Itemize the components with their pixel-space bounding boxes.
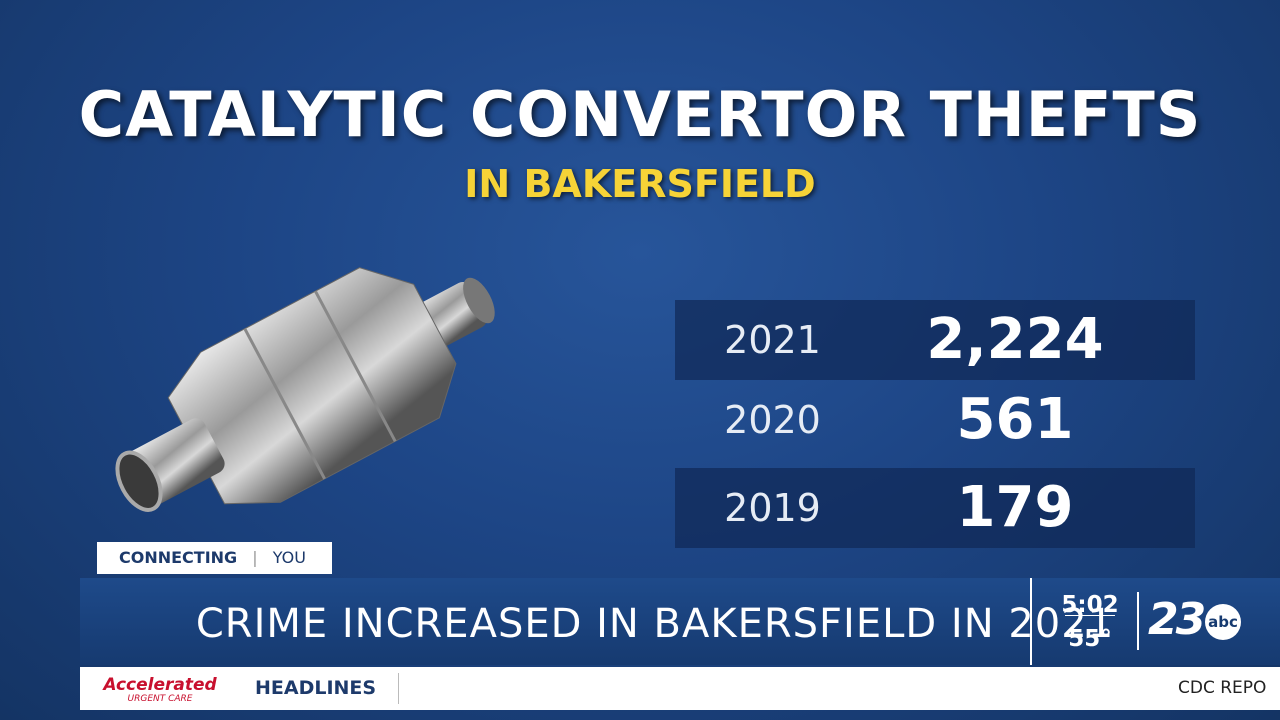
table-row: 2020 561 bbox=[675, 380, 1195, 460]
ticker: Accelerated URGENT CARE HEADLINES CDC RE… bbox=[80, 667, 1280, 710]
graphic-subtitle: IN BAKERSFIELD bbox=[464, 162, 816, 206]
tag-box: CONNECTING | YOU bbox=[97, 542, 332, 574]
sponsor: Accelerated bbox=[103, 675, 217, 695]
headline: CRIME INCREASED IN BAKERSFIELD IN 2021 bbox=[195, 601, 1115, 647]
temperature: 55° bbox=[1068, 626, 1112, 652]
divider: | bbox=[252, 548, 258, 567]
network-logo: abc bbox=[1205, 604, 1241, 640]
converter-illustration bbox=[115, 267, 495, 512]
count-cell: 179 bbox=[956, 475, 1074, 540]
section: HEADLINES bbox=[255, 677, 377, 699]
ticker-text: CDC REPO bbox=[1178, 678, 1267, 698]
table-row: 2019 179 bbox=[675, 468, 1195, 548]
lower-third: CRIME INCREASED IN BAKERSFIELD IN 2021 5… bbox=[80, 578, 1280, 665]
divider bbox=[398, 673, 399, 704]
tag: CONNECTING bbox=[119, 548, 238, 567]
tag2: YOU bbox=[272, 548, 306, 567]
year-cell: 2019 bbox=[724, 486, 821, 530]
count-cell: 2,224 bbox=[926, 307, 1104, 372]
station-logo: 23 bbox=[1148, 594, 1206, 645]
count-cell: 561 bbox=[956, 387, 1074, 452]
year-cell: 2021 bbox=[724, 318, 821, 362]
divider bbox=[1030, 578, 1032, 665]
graphic-title: CATALYTIC CONVERTOR THEFTS bbox=[78, 78, 1202, 151]
time: 5:02 bbox=[1061, 592, 1119, 618]
table-row: 2021 2,224 bbox=[675, 300, 1195, 380]
year-cell: 2020 bbox=[724, 398, 821, 442]
divider bbox=[1137, 592, 1139, 650]
sponsor-sub: URGENT CARE bbox=[127, 694, 193, 704]
divider bbox=[1065, 615, 1115, 616]
